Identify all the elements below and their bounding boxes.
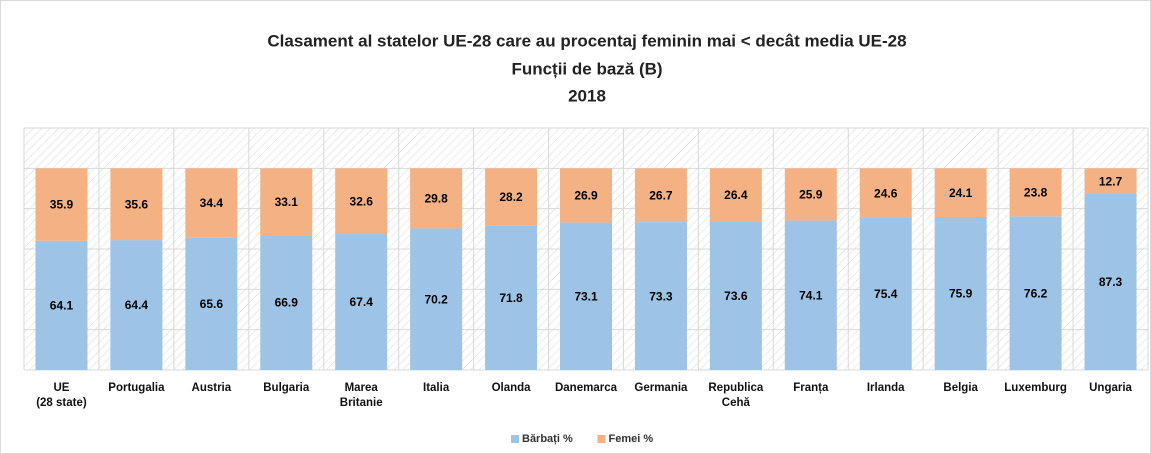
- value-label: 75.4: [874, 287, 898, 301]
- x-tick-label: Germania: [634, 382, 688, 394]
- value-label: 29.8: [424, 192, 448, 206]
- bar-segment: [1009, 168, 1062, 217]
- bar-segment: [709, 168, 762, 222]
- x-tick-label: Austria: [192, 382, 232, 394]
- bar-segment: [260, 168, 313, 236]
- x-tick-label: Italia: [423, 382, 450, 394]
- legend-label: Femei %: [609, 433, 654, 445]
- bar-segment: [260, 235, 313, 370]
- bar-segment: [859, 217, 912, 370]
- bar-segment: [784, 220, 837, 370]
- bar-segment: [1084, 168, 1137, 194]
- x-tick-label: Bulgaria: [263, 382, 310, 394]
- x-tick-label: Portugalia: [108, 382, 165, 394]
- bar-segment: [185, 237, 238, 370]
- bar-segment: [934, 168, 987, 217]
- bar-segment: [485, 168, 538, 226]
- x-tick-label: Franța: [793, 382, 829, 394]
- bar-segment: [560, 168, 612, 223]
- value-label: 87.3: [1099, 275, 1123, 289]
- value-label: 73.3: [649, 289, 673, 303]
- x-tick-label: Olanda: [492, 382, 532, 394]
- value-label: 26.7: [649, 188, 673, 202]
- bar-segment: [634, 168, 687, 223]
- value-label: 33.1: [275, 195, 299, 209]
- value-label: 76.2: [1024, 286, 1048, 300]
- bar-segment: [185, 168, 238, 238]
- value-label: 65.6: [200, 297, 224, 311]
- value-label: 35.9: [50, 198, 74, 212]
- value-label: 25.9: [799, 188, 823, 202]
- value-label: 70.2: [424, 292, 448, 306]
- bar-segment: [410, 228, 463, 370]
- value-label: 28.2: [499, 190, 523, 204]
- value-label: 26.4: [724, 188, 748, 202]
- legend-swatch: [511, 435, 519, 443]
- value-label: 67.4: [350, 295, 374, 309]
- bar-segment: [1084, 193, 1137, 370]
- value-label: 64.4: [125, 298, 149, 312]
- value-label: 24.6: [874, 186, 898, 200]
- chart-subtitle: Funcții de bază (B): [511, 59, 662, 78]
- value-label: 66.9: [275, 296, 299, 310]
- value-label: 71.8: [499, 291, 523, 305]
- value-label: 24.1: [949, 186, 973, 200]
- x-tick-label: Republica Cehă: [708, 382, 764, 409]
- value-label: 74.1: [799, 288, 823, 302]
- value-label: 23.8: [1024, 186, 1048, 200]
- x-tick-label: Luxemburg: [1004, 382, 1067, 394]
- value-label: 73.6: [724, 289, 748, 303]
- bar-segment: [634, 222, 687, 370]
- bar-segment: [709, 221, 762, 370]
- chart-title: Clasament al statelor UE-28 care au proc…: [267, 31, 906, 50]
- chart-subtitle: 2018: [568, 86, 606, 105]
- x-tick-label: Irlanda: [867, 382, 905, 394]
- x-tick-label: Danemarca: [555, 382, 618, 394]
- x-tick-label: UE (28 state): [36, 382, 87, 409]
- x-tick-label: Belgia: [943, 382, 978, 394]
- legend-swatch: [597, 435, 606, 443]
- bar-segment: [560, 222, 612, 370]
- bar-segment: [110, 240, 163, 370]
- bar-segment: [35, 240, 88, 370]
- bar-segment: [934, 216, 987, 370]
- x-tick-label: Ungaria: [1089, 382, 1132, 394]
- value-label: 32.6: [350, 194, 374, 208]
- bar-segment: [410, 168, 463, 229]
- value-label: 34.4: [200, 196, 224, 210]
- bar-segment: [485, 225, 538, 370]
- value-label: 73.1: [574, 289, 598, 303]
- value-label: 12.7: [1099, 174, 1123, 188]
- x-tick-label: Marea Britanie: [340, 382, 383, 409]
- bar-segment: [784, 168, 837, 221]
- value-label: 35.6: [125, 197, 149, 211]
- bar-segment: [110, 168, 163, 241]
- value-label: 26.9: [574, 189, 598, 203]
- bar-segment: [335, 234, 388, 370]
- legend-label: Bărbați %: [522, 433, 573, 445]
- value-label: 75.9: [949, 287, 973, 301]
- bar-segment: [859, 168, 912, 218]
- value-label: 64.1: [50, 299, 74, 313]
- bar-segment: [35, 168, 88, 241]
- bar-segment: [335, 168, 388, 235]
- bar-segment: [1009, 216, 1062, 370]
